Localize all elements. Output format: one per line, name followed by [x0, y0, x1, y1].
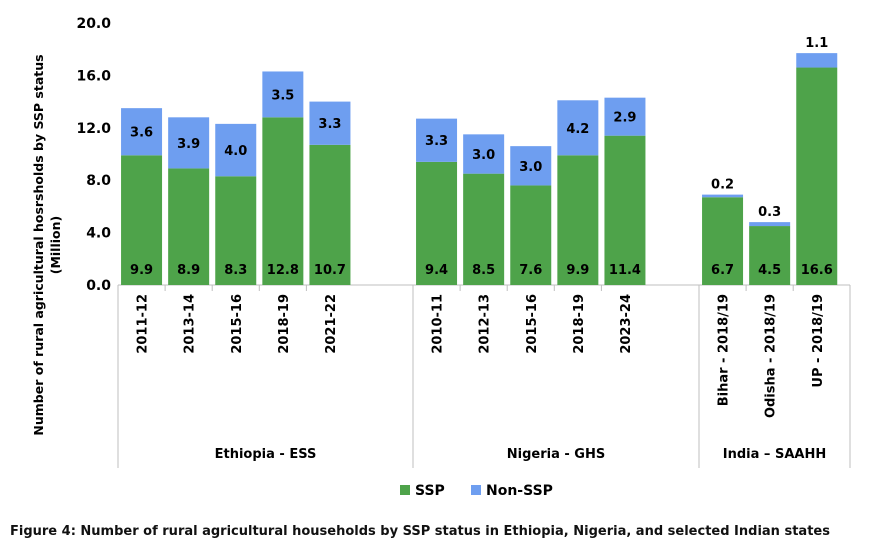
- category-label: UP - 2018/19: [811, 294, 826, 388]
- bar-ssp: [749, 226, 791, 285]
- group-label: India – SAAHH: [723, 447, 826, 462]
- group-label: Nigeria - GHS: [507, 447, 605, 462]
- bar-ssp: [262, 117, 304, 285]
- category-label: 2011-12: [136, 294, 151, 354]
- bar-ssp: [510, 185, 552, 285]
- data-label-ssp: 7.6: [519, 263, 542, 278]
- category-label: 2015-16: [230, 294, 245, 354]
- data-label-ssp: 9.9: [566, 263, 589, 278]
- data-label-non-ssp: 2.9: [613, 111, 636, 126]
- category-label: 2015-16: [525, 294, 540, 354]
- data-label-non-ssp: 3.0: [472, 148, 495, 163]
- group-label: Ethiopia - ESS: [215, 447, 317, 462]
- data-label-ssp: 16.6: [801, 263, 833, 278]
- bar-non-ssp: [215, 123, 257, 177]
- y-tick-label: 8.0: [86, 173, 111, 189]
- bar-ssp: [416, 161, 458, 285]
- data-label-ssp: 4.5: [758, 263, 781, 278]
- bar-ssp: [168, 168, 210, 285]
- bar-ssp: [463, 173, 505, 285]
- data-label-non-ssp: 1.1: [805, 36, 828, 51]
- category-label: 2018-19: [277, 294, 292, 354]
- data-label-non-ssp: 3.3: [425, 134, 448, 149]
- bar-non-ssp: [702, 194, 744, 198]
- y-axis-title: (Million): [48, 216, 63, 275]
- category-label: Odisha - 2018/19: [764, 294, 779, 418]
- data-label-ssp: 10.7: [314, 263, 346, 278]
- y-tick-label: 4.0: [86, 226, 111, 242]
- bar-non-ssp: [416, 118, 458, 162]
- bar-ssp: [557, 155, 599, 285]
- bar-ssp: [796, 67, 838, 285]
- legend-swatch-ssp: [400, 485, 410, 495]
- y-axis-title: Number of rural agricultural hosrsholds …: [31, 54, 46, 435]
- bar-non-ssp: [749, 222, 791, 227]
- legend-swatch-non-ssp: [471, 485, 481, 495]
- bar-ssp: [215, 176, 257, 285]
- data-label-ssp: 12.8: [267, 263, 299, 278]
- bar-non-ssp: [510, 146, 552, 186]
- category-label: 2013-14: [183, 294, 198, 354]
- data-label-non-ssp: 3.3: [318, 117, 341, 132]
- bar-non-ssp: [796, 53, 838, 68]
- bar-non-ssp: [604, 97, 646, 136]
- bar-non-ssp: [309, 101, 351, 145]
- category-label: Bihar - 2018/19: [717, 294, 732, 406]
- bar-non-ssp: [557, 100, 599, 156]
- figure-caption: Figure 4: Number of rural agricultural h…: [10, 524, 830, 539]
- data-label-ssp: 9.4: [425, 263, 448, 278]
- category-label: 2010-11: [431, 294, 446, 354]
- category-label: 2023-24: [619, 294, 634, 354]
- data-label-non-ssp: 4.0: [224, 144, 247, 159]
- data-label-ssp: 8.5: [472, 263, 495, 278]
- data-label-ssp: 11.4: [609, 263, 641, 278]
- data-label-ssp: 8.3: [224, 263, 247, 278]
- bar-non-ssp: [121, 108, 163, 156]
- data-label-non-ssp: 4.2: [566, 122, 589, 137]
- y-tick-label: 16.0: [76, 68, 111, 84]
- bar-ssp: [309, 144, 351, 285]
- bar-non-ssp: [168, 117, 210, 169]
- data-label-non-ssp: 3.9: [177, 137, 200, 152]
- data-label-ssp: 6.7: [711, 263, 734, 278]
- bar-non-ssp: [262, 71, 304, 118]
- data-label-non-ssp: 0.3: [758, 205, 781, 220]
- data-label-ssp: 9.9: [130, 263, 153, 278]
- category-label: 2018-19: [572, 294, 587, 354]
- bar-ssp: [121, 155, 163, 285]
- data-label-non-ssp: 3.6: [130, 126, 153, 141]
- category-label: 2012-13: [478, 294, 493, 354]
- data-label-non-ssp: 3.5: [271, 88, 294, 103]
- data-label-ssp: 8.9: [177, 263, 200, 278]
- data-label-non-ssp: 3.0: [519, 160, 542, 175]
- legend-label-ssp: SSP: [415, 483, 445, 499]
- bar-ssp: [604, 135, 646, 285]
- legend-label-non-ssp: Non-SSP: [486, 483, 553, 499]
- data-label-non-ssp: 0.2: [711, 178, 734, 193]
- bar-ssp: [702, 197, 744, 285]
- y-tick-label: 0.0: [86, 278, 111, 294]
- y-tick-label: 20.0: [76, 16, 111, 32]
- y-tick-label: 12.0: [76, 121, 111, 137]
- bar-non-ssp: [463, 134, 505, 174]
- category-label: 2021-22: [324, 294, 339, 354]
